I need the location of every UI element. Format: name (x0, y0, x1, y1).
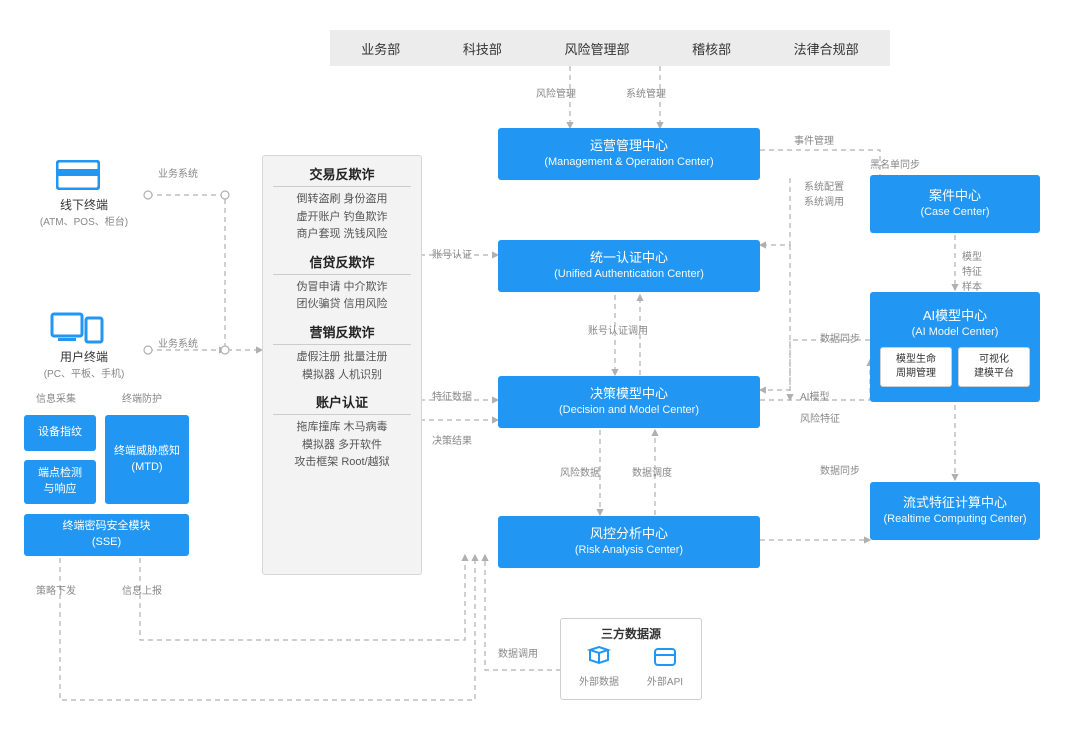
dept: 稽核部 (692, 39, 731, 58)
edge-label: AI模型 (800, 388, 829, 403)
edge-label: 风险管理 (536, 85, 576, 100)
ai-center: AI模型中心 (AI Model Center) 模型生命 周期管理 可视化 建… (870, 292, 1040, 402)
edge-label: 终端防护 (122, 390, 162, 405)
devices-icon (50, 310, 106, 349)
edge-label: 风险特征 (800, 410, 840, 425)
ai-sub-lifecycle: 模型生命 周期管理 (880, 347, 952, 387)
edge-label: 风险数据 (560, 464, 600, 479)
s: (SSE) (92, 535, 121, 551)
edr-box: 端点检测 与响应 (24, 460, 96, 504)
section-title: 营销反欺诈 (273, 322, 411, 345)
edge-label: 黑名单同步 (870, 156, 920, 171)
subtitle: (ATM、POS、柜台) (36, 213, 132, 228)
edge-label: 信息采集 (36, 390, 76, 405)
t: 运营管理中心 (590, 137, 668, 156)
item: 模拟器 多开软件 (273, 437, 411, 455)
auth-center: 统一认证中心 (Unified Authentication Center) (498, 240, 760, 292)
subtitle: (PC、平板、手机) (36, 365, 132, 380)
edge-label: 数据调用 (498, 645, 538, 660)
section-title: 账户认证 (273, 392, 411, 415)
s: (Case Center) (920, 205, 989, 221)
t: 风控分析中心 (590, 525, 668, 544)
risk-center: 风控分析中心 (Risk Analysis Center) (498, 516, 760, 568)
client-terminal: 用户终端 (PC、平板、手机) (36, 348, 132, 380)
mgmt-center: 运营管理中心 (Management & Operation Center) (498, 128, 760, 180)
title: 用户终端 (36, 348, 132, 365)
realtime-center: 流式特征计算中心 (Realtime Computing Center) (870, 482, 1040, 540)
edge-label: 数据同步 (820, 462, 860, 477)
sse-box: 终端密码安全模块 (SSE) (24, 514, 189, 556)
t: 流式特征计算中心 (903, 494, 1007, 513)
edge-label: 数据调度 (632, 464, 672, 479)
ai-sub-visual: 可视化 建模平台 (958, 347, 1030, 387)
edge-label: 账号认证调用 (588, 322, 648, 337)
db-icon (586, 646, 612, 668)
cap: 外部数据 (579, 673, 619, 688)
t: 案件中心 (929, 187, 981, 206)
item: 模拟器 人机识别 (273, 367, 411, 385)
api-icon (652, 646, 678, 668)
t: 决策模型中心 (590, 385, 668, 404)
s: (AI Model Center) (912, 325, 999, 341)
section-title: 信贷反欺诈 (273, 252, 411, 275)
dept: 科技部 (463, 39, 502, 58)
title: 三方数据源 (565, 625, 697, 642)
item: 团伙骗贷 信用风险 (273, 296, 411, 314)
offline-terminal: 线下终端 (ATM、POS、柜台) (36, 196, 132, 228)
t: 终端威胁感知 (114, 444, 180, 460)
item: 虚假注册 批量注册 (273, 349, 411, 367)
edge-label: 决策结果 (432, 432, 472, 447)
t: 终端密码安全模块 (63, 519, 151, 535)
s: (Decision and Model Center) (559, 403, 699, 419)
title: 线下终端 (36, 196, 132, 213)
edge-label: 业务系统 (158, 165, 198, 180)
department-bar: 业务部 科技部 风险管理部 稽核部 法律合规部 (330, 30, 890, 66)
case-center: 案件中心 (Case Center) (870, 175, 1040, 233)
cap: 外部API (647, 673, 683, 688)
s: (Risk Analysis Center) (575, 543, 683, 559)
section-title: 交易反欺诈 (273, 164, 411, 187)
edge-label: 策略下发 (36, 582, 76, 597)
decision-center: 决策模型中心 (Decision and Model Center) (498, 376, 760, 428)
item: 虚开账户 钓鱼欺诈 (273, 209, 411, 227)
s: (MTD) (131, 460, 162, 476)
thirdparty-box: 三方数据源 外部数据 外部API (560, 618, 702, 700)
edge-label: 数据同步 (820, 330, 860, 345)
edge-label: 模型 特征 样本 (962, 248, 982, 293)
t: 统一认证中心 (590, 249, 668, 268)
s: (Realtime Computing Center) (883, 512, 1026, 528)
mtd-box: 终端威胁感知 (MTD) (105, 415, 189, 504)
edge-label: 业务系统 (158, 335, 198, 350)
dept: 风险管理部 (564, 39, 629, 58)
s: (Management & Operation Center) (544, 155, 713, 171)
t: AI模型中心 (923, 307, 987, 326)
edge-label: 信息上报 (122, 582, 162, 597)
item: 商户套现 洗钱风险 (273, 226, 411, 244)
item: 拖库撞库 木马病毒 (273, 419, 411, 437)
edge-label: 账号认证 (432, 246, 472, 261)
item: 攻击框架 Root/越狱 (273, 454, 411, 472)
device-fingerprint: 设备指纹 (24, 415, 96, 451)
item: 倒转盗刷 身份盗用 (273, 191, 411, 209)
edge-label: 系统管理 (626, 85, 666, 100)
s: (Unified Authentication Center) (554, 267, 704, 283)
dept: 业务部 (361, 39, 400, 58)
item: 伪冒申请 中介欺诈 (273, 279, 411, 297)
edge-label: 系统配置 系统调用 (804, 178, 844, 208)
fraud-panel: 交易反欺诈 倒转盗刷 身份盗用 虚开账户 钓鱼欺诈 商户套现 洗钱风险 信贷反欺… (262, 155, 422, 575)
dept: 法律合规部 (794, 39, 859, 58)
card-icon (56, 160, 100, 195)
edge-label: 特征数据 (432, 388, 472, 403)
edge-label: 事件管理 (794, 132, 834, 147)
